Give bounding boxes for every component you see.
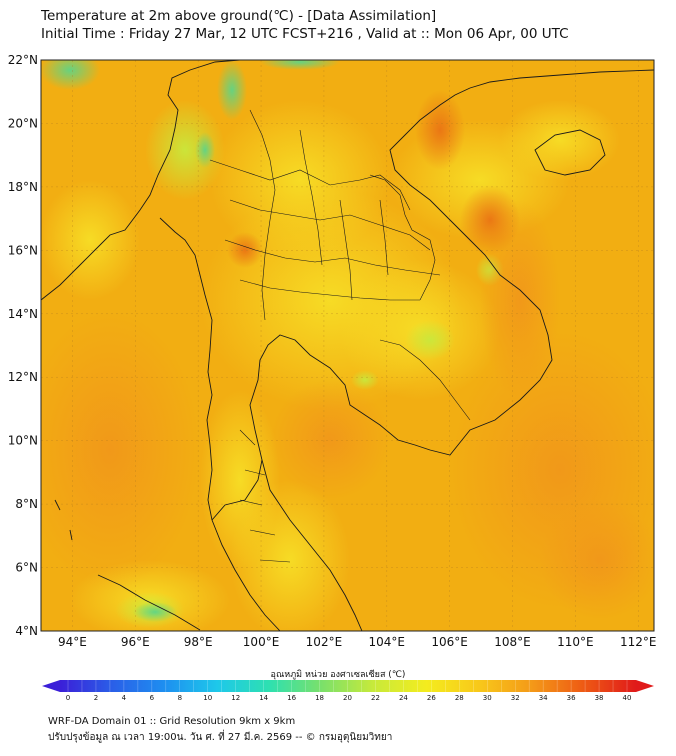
lat-tick-label: 14°N — [8, 307, 38, 321]
coastline-hainan — [534, 129, 606, 176]
latitude-labels: 22°N 20°N 18°N 16°N 14°N 12°N 10°N 8°N 6°N 4°N — [8, 53, 38, 638]
colorbar-tick-label: 36 — [567, 694, 576, 702]
lon-tick-label: 112°E — [620, 635, 657, 649]
colorbar-max-arrow — [636, 680, 654, 692]
coastline-myanmar-west — [41, 60, 241, 301]
map-subtitle: Initial Time : Friday 27 Mar, 12 UTC FCS… — [41, 26, 569, 42]
colorbar: 0 2 4 6 8 10 12 14 16 18 20 22 24 26 28 30 32 34 36 38 40 — [42, 680, 654, 702]
map-title: Temperature at 2m above ground(℃) - [Dat… — [41, 8, 437, 24]
colorbar-tick-label: 28 — [455, 694, 464, 702]
lat-tick-label: 22°N — [8, 53, 38, 67]
colorbar-tick-label: 14 — [259, 694, 268, 702]
colorbar-tick-label: 26 — [427, 694, 436, 702]
colorbar-tick-label: 18 — [315, 694, 324, 702]
colorbar-tick-label: 4 — [122, 694, 127, 702]
colorbar-tick-label: 32 — [511, 694, 520, 702]
model-info: WRF-DA Domain 01 :: Grid Resolution 9km … — [48, 716, 296, 727]
lon-tick-label: 110°E — [557, 635, 594, 649]
lat-tick-label: 12°N — [8, 370, 38, 384]
coastline-bay-islands — [54, 499, 73, 541]
coastline-peninsula-west — [211, 519, 281, 631]
colorbar-tick-label: 20 — [343, 694, 352, 702]
colorbar-tick-label: 40 — [623, 694, 632, 702]
colorbar-ramp — [60, 680, 636, 692]
colorbar-tick-label: 24 — [399, 694, 408, 702]
colorbar-tick-label: 38 — [595, 694, 604, 702]
lon-tick-label: 106°E — [431, 635, 468, 649]
colorbar-tick-label: 2 — [94, 694, 98, 702]
coastline-sumatra — [97, 574, 201, 631]
lat-tick-label: 20°N — [8, 116, 38, 130]
temperature-field — [41, 60, 654, 631]
lat-tick-label: 8°N — [15, 497, 38, 511]
lon-tick-label: 96°E — [121, 635, 150, 649]
lon-tick-label: 104°E — [369, 635, 406, 649]
lat-tick-label: 18°N — [8, 180, 38, 194]
coastline-gulf-thailand — [211, 69, 654, 521]
lon-tick-label: 108°E — [494, 635, 531, 649]
colorbar-tick-label: 8 — [178, 694, 182, 702]
colorbar-min-arrow — [42, 680, 60, 692]
colorbar-tick-label: 0 — [66, 694, 70, 702]
colorbar-tick-label: 34 — [539, 694, 548, 702]
lat-tick-label: 4°N — [15, 624, 38, 638]
colorbar-tick-label: 30 — [483, 694, 492, 702]
colorbar-tick-label: 16 — [287, 694, 296, 702]
lat-tick-label: 6°N — [15, 561, 38, 575]
colorbar-ticks: 0 2 4 6 8 10 12 14 16 18 20 22 24 26 28 30 32 34 36 38 40 — [66, 680, 632, 702]
provincial-borders — [209, 109, 471, 563]
colorbar-tick-label: 22 — [371, 694, 380, 702]
coastline-myanmar-south — [159, 217, 213, 521]
lat-tick-label: 16°N — [8, 243, 38, 257]
colorbar-title: อุณหภูมิ หน่วย องศาเซลเซียส (℃) — [270, 670, 406, 680]
update-info: ปรับปรุงข้อมูล ณ เวลา 19:00น. วัน ศ. ที่… — [48, 732, 393, 743]
lon-tick-label: 98°E — [184, 635, 213, 649]
colorbar-tick-label: 12 — [231, 694, 240, 702]
map-frame — [40, 59, 655, 632]
colorbar-tick-label: 10 — [203, 694, 212, 702]
lat-tick-label: 10°N — [8, 434, 38, 448]
lon-tick-label: 94°E — [58, 635, 87, 649]
coastline-peninsula-east — [261, 459, 363, 631]
coastlines — [41, 60, 654, 631]
colorbar-tick-label: 6 — [150, 694, 155, 702]
longitude-labels: 94°E 96°E 98°E 100°E 102°E 104°E 106°E 108°E 110… — [58, 635, 657, 649]
lon-tick-label: 102°E — [306, 635, 343, 649]
lon-tick-label: 100°E — [243, 635, 280, 649]
